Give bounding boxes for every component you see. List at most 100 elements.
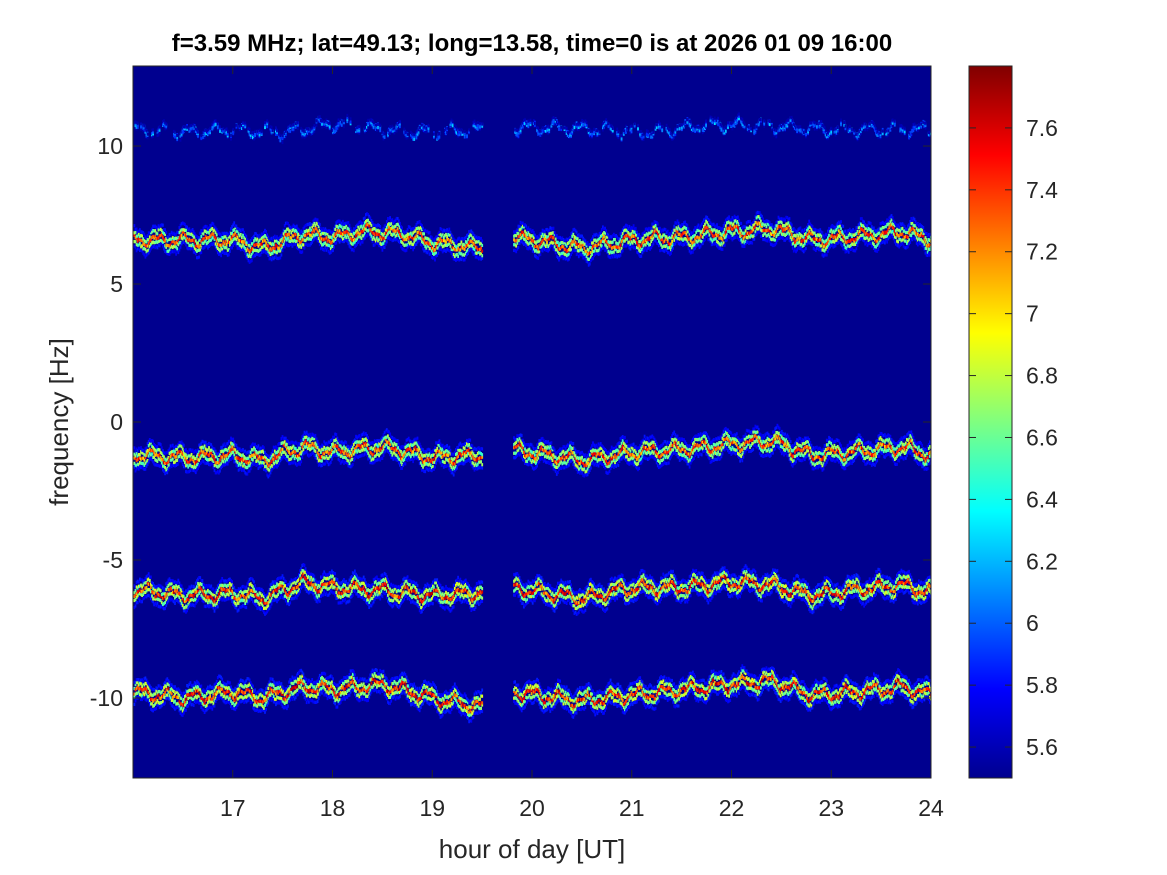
trace-cell: [748, 129, 750, 133]
trace-cell: [866, 128, 869, 132]
trace-cell: [893, 123, 896, 127]
trace-cell: [151, 135, 153, 139]
trace-cell: [537, 126, 540, 130]
trace-cell: [720, 127, 723, 131]
trace-cell: [363, 126, 366, 130]
trace-cell: [142, 237, 145, 241]
trace-cell: [444, 131, 446, 135]
trace-cell: [381, 248, 384, 252]
trace-cell: [136, 230, 139, 234]
trace-cell: [604, 119, 606, 123]
trace-cell: [165, 245, 168, 249]
trace-cell: [835, 127, 838, 131]
trace-cell: [254, 133, 256, 137]
trace-cell: [367, 125, 369, 129]
trace-cell: [819, 121, 822, 125]
trace-cell: [157, 236, 160, 240]
trace-cell: [458, 130, 461, 134]
trace-cell: [190, 130, 193, 134]
trace-cell: [348, 223, 351, 228]
trace-cell: [813, 127, 816, 131]
trace-cell: [461, 130, 464, 134]
trace-cell: [565, 126, 568, 130]
trace-cell: [711, 123, 714, 127]
trace-cell: [639, 130, 642, 134]
trace-cell: [782, 128, 784, 132]
trace-cell: [264, 123, 266, 127]
trace-cell: [358, 131, 361, 135]
trace-cell: [774, 128, 777, 132]
trace-cell: [825, 133, 828, 137]
trace-cell: [239, 233, 242, 237]
trace-cell: [552, 116, 555, 120]
trace-cell: [709, 115, 712, 119]
trace-cell: [637, 127, 639, 131]
trace-cell: [824, 134, 827, 138]
trace-cell: [303, 133, 306, 137]
trace-cell: [690, 129, 693, 133]
trace-cell: [423, 125, 425, 129]
trace-cell: [713, 121, 716, 125]
trace-cell: [153, 241, 155, 245]
trace-cell: [649, 134, 651, 138]
trace-cell: [696, 125, 699, 129]
trace-cell: [868, 121, 871, 125]
trace-cell: [887, 129, 890, 133]
trace-cell: [165, 230, 168, 235]
trace-cell: [534, 123, 536, 127]
trace-cell: [473, 125, 476, 129]
trace-cell: [692, 124, 694, 128]
trace-cell: [517, 246, 520, 250]
trace-cell: [870, 124, 873, 128]
trace-cell: [146, 249, 149, 253]
trace-cell: [595, 129, 598, 133]
trace-cell: [889, 128, 892, 132]
trace-cell: [476, 127, 479, 131]
trace-cell: [481, 249, 484, 253]
trace-cell: [625, 124, 627, 128]
trace-cell: [279, 133, 282, 137]
trace-cell: [294, 233, 297, 237]
trace-cell: [176, 135, 179, 139]
trace-cell: [552, 122, 555, 126]
trace-cell: [383, 135, 386, 139]
trace-cell: [453, 124, 456, 128]
trace-cell: [673, 224, 676, 228]
trace-cell: [780, 125, 783, 129]
trace-cell: [672, 134, 674, 138]
trace-cell: [786, 124, 789, 128]
trace-cell: [629, 125, 632, 129]
trace-cell: [738, 114, 740, 118]
trace-cell: [260, 129, 263, 133]
trace-cell: [900, 126, 903, 131]
trace-cell: [558, 127, 560, 131]
trace-cell: [151, 245, 153, 249]
trace-cell: [238, 124, 241, 128]
trace-cell: [141, 244, 143, 248]
trace-cell: [315, 119, 318, 123]
trace-cell: [796, 129, 798, 133]
trace-cell: [552, 226, 555, 230]
trace-cell: [410, 130, 412, 134]
trace-cell: [186, 127, 188, 131]
trace-cell: [379, 126, 382, 130]
trace-cell: [672, 246, 674, 250]
trace-cell: [688, 119, 691, 123]
trace-cell: [673, 238, 676, 242]
trace-cell: [333, 245, 335, 249]
trace-cell: [157, 128, 160, 132]
trace-cell: [229, 249, 231, 253]
trace-cell: [706, 234, 709, 238]
trace-cell: [326, 120, 329, 124]
trace-cell: [857, 131, 860, 135]
trace-cell: [176, 133, 179, 138]
trace-cell: [705, 125, 707, 129]
trace-cell: [625, 130, 627, 134]
trace-cell: [416, 129, 419, 133]
trace-cell: [180, 233, 183, 237]
trace-cell: [207, 131, 209, 135]
trace-cell: [410, 135, 412, 139]
trace-cell: [352, 249, 355, 253]
trace-cell: [768, 122, 771, 126]
trace-cell: [308, 131, 310, 136]
